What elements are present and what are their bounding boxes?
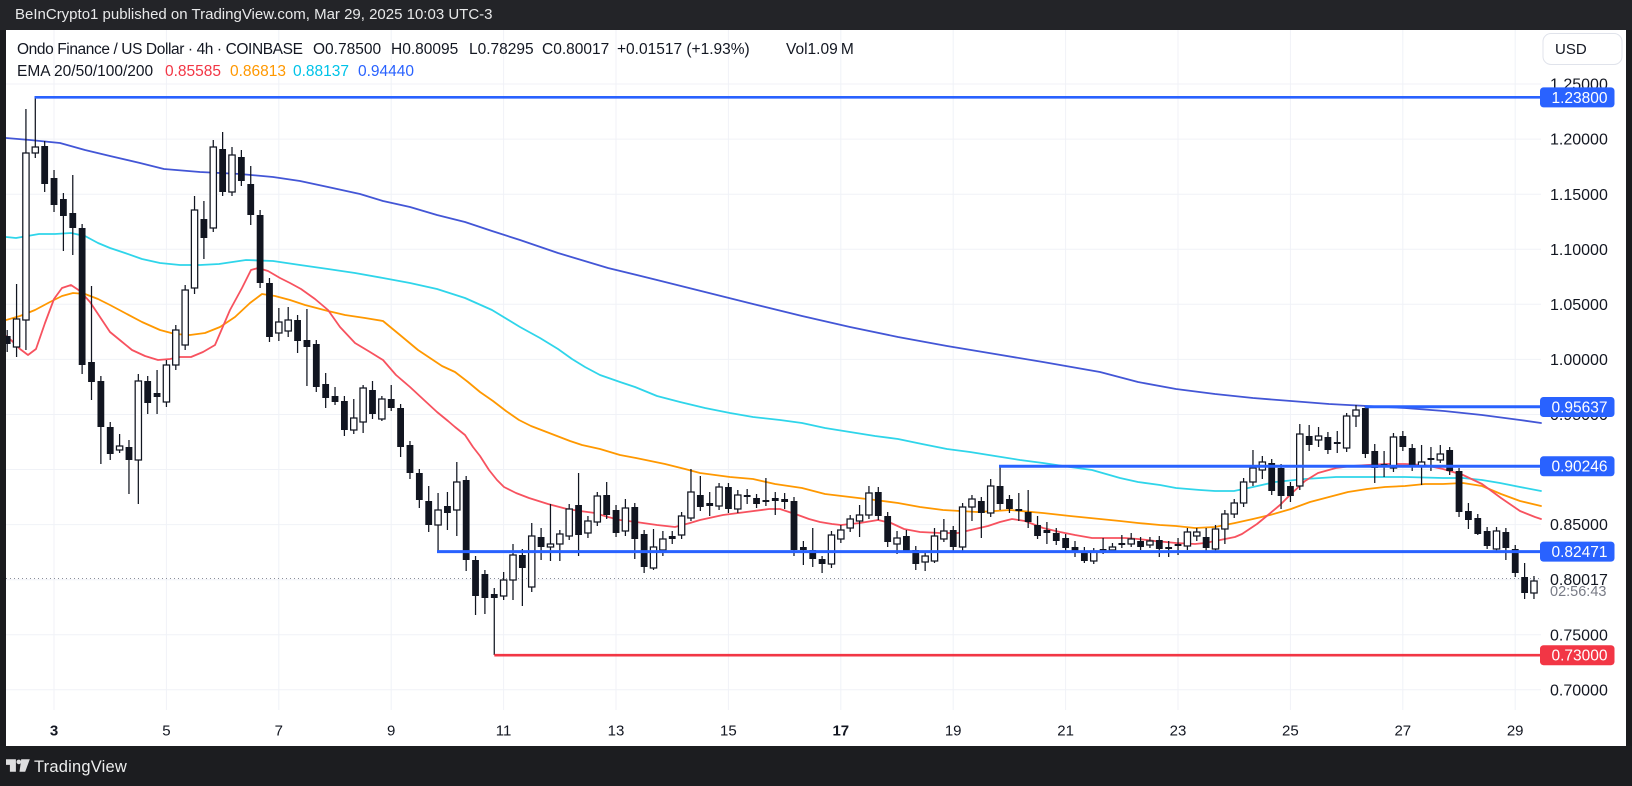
svg-text:C0.80017: C0.80017	[542, 41, 609, 58]
svg-text:0.80017: 0.80017	[1550, 572, 1608, 589]
svg-text:0.73000: 0.73000	[1552, 648, 1608, 665]
svg-text:3: 3	[50, 722, 58, 739]
svg-text:21: 21	[1057, 722, 1074, 739]
svg-text:EMA 20/50/100/200: EMA 20/50/100/200	[17, 63, 154, 80]
svg-text:9: 9	[387, 722, 395, 739]
svg-text:0.95637: 0.95637	[1552, 399, 1608, 416]
svg-text:+0.01517 (+1.93%): +0.01517 (+1.93%)	[617, 41, 750, 58]
svg-text:25: 25	[1282, 722, 1299, 739]
svg-text:USD: USD	[1555, 41, 1587, 58]
svg-text:17: 17	[832, 722, 849, 739]
svg-text:0.70000: 0.70000	[1550, 682, 1608, 699]
svg-text:5: 5	[162, 722, 170, 739]
svg-text:1.00000: 1.00000	[1550, 352, 1608, 369]
svg-text:0.94440: 0.94440	[358, 63, 414, 80]
svg-text:0.88137: 0.88137	[293, 63, 349, 80]
svg-text:0.75000: 0.75000	[1550, 627, 1608, 644]
svg-text:0.90246: 0.90246	[1552, 459, 1608, 476]
svg-text:19: 19	[945, 722, 962, 739]
svg-text:0.85000: 0.85000	[1550, 517, 1608, 534]
svg-text:29: 29	[1507, 722, 1524, 739]
svg-text:27: 27	[1394, 722, 1411, 739]
svg-text:1.23800: 1.23800	[1552, 90, 1608, 107]
svg-text:Vol1.09 M: Vol1.09 M	[786, 41, 854, 58]
svg-text:02:56:43: 02:56:43	[1550, 584, 1606, 600]
svg-text:0.85585: 0.85585	[165, 63, 221, 80]
svg-text:7: 7	[275, 722, 283, 739]
svg-text:23: 23	[1170, 722, 1187, 739]
svg-text:11: 11	[496, 722, 512, 739]
svg-text:L0.78295: L0.78295	[469, 41, 534, 58]
svg-text:15: 15	[720, 722, 737, 739]
svg-text:Ondo Finance / US Dollar · 4h: Ondo Finance / US Dollar · 4h · COINBASE	[17, 41, 303, 58]
svg-text:1.05000: 1.05000	[1550, 297, 1608, 314]
svg-text:H0.80095: H0.80095	[391, 41, 458, 58]
svg-text:O0.78500: O0.78500	[313, 41, 381, 58]
svg-text:1.20000: 1.20000	[1550, 132, 1608, 149]
svg-text:1.10000: 1.10000	[1550, 242, 1608, 259]
svg-text:0.82471: 0.82471	[1552, 544, 1608, 561]
svg-text:1.15000: 1.15000	[1550, 187, 1608, 204]
svg-text:13: 13	[608, 722, 625, 739]
svg-text:0.86813: 0.86813	[230, 63, 286, 80]
